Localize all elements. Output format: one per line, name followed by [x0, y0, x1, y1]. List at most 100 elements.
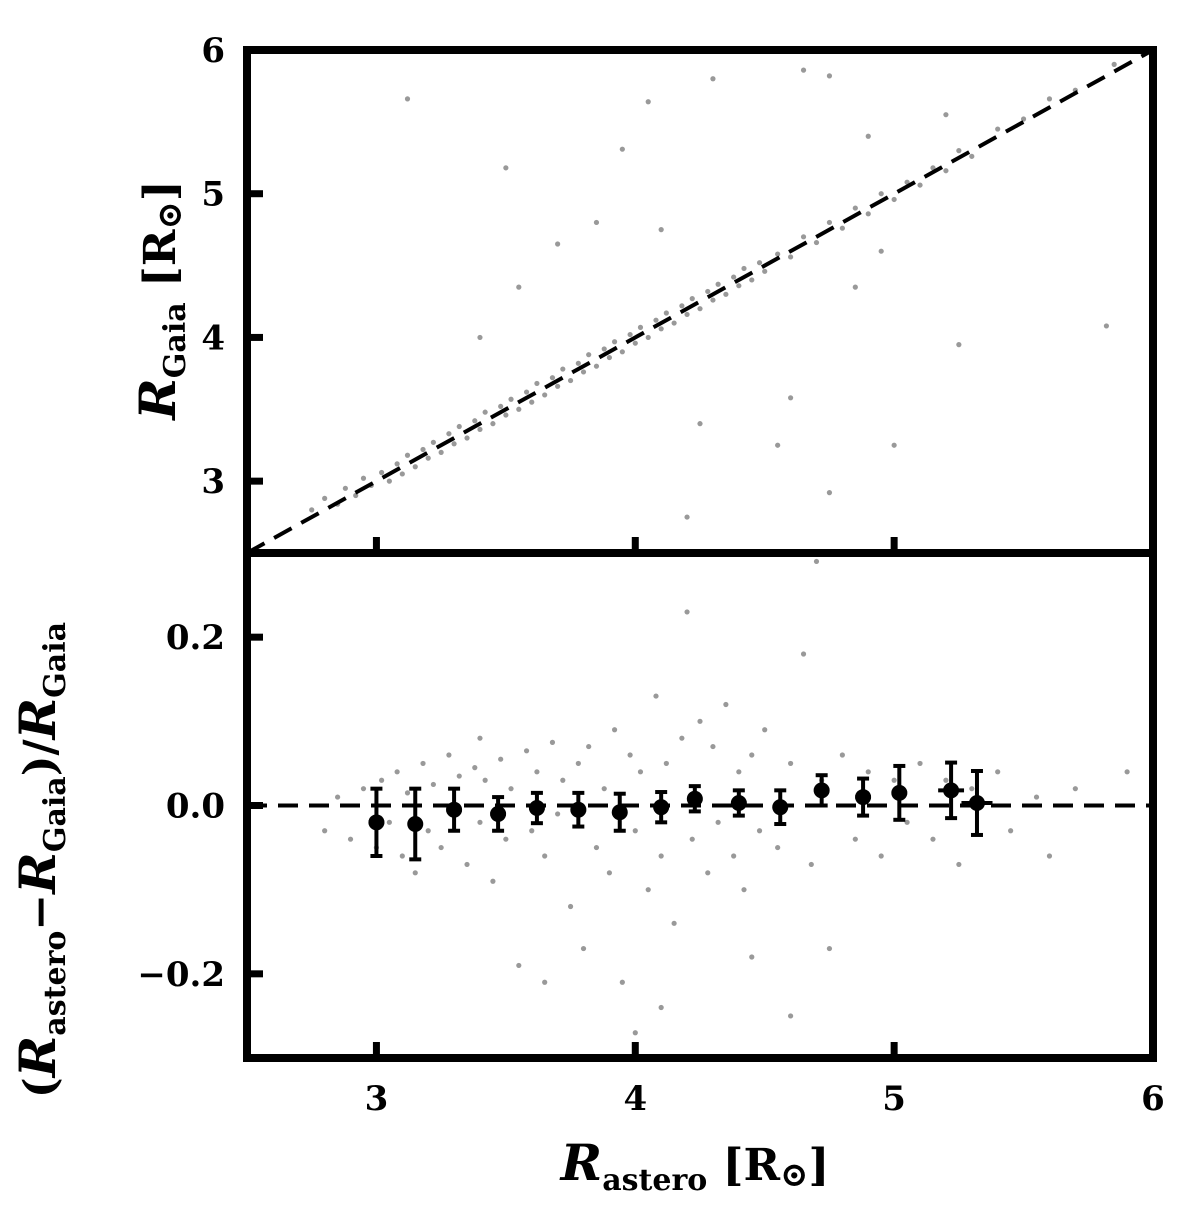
binned-marker — [611, 804, 628, 821]
top-point-53 — [679, 303, 685, 309]
bottom-point-82 — [969, 786, 975, 792]
bottom-point-73 — [852, 836, 858, 842]
bottom-point-41 — [611, 727, 618, 733]
top-point-44 — [619, 349, 625, 355]
bottom-point-39 — [601, 786, 607, 792]
top-point-24 — [490, 421, 496, 427]
top-point-111 — [943, 112, 949, 118]
bottom-point-49 — [663, 760, 669, 767]
binned-marker — [490, 805, 507, 822]
top-point-37 — [575, 360, 581, 366]
top-point-52 — [671, 320, 677, 326]
top-point-1 — [322, 495, 328, 501]
top-point-96 — [865, 133, 871, 139]
bottom-point-37 — [586, 743, 592, 750]
binned-marker — [653, 799, 670, 816]
bottom-point-54 — [697, 718, 703, 724]
top-point-91 — [619, 146, 625, 152]
bottom-point-52 — [684, 609, 690, 615]
bottom-point-58 — [723, 701, 729, 708]
top-point-94 — [800, 67, 807, 73]
top-point-108 — [775, 442, 781, 448]
top-point-88 — [404, 96, 411, 102]
top-reference-line — [247, 50, 1153, 553]
top-point-26 — [503, 412, 509, 418]
xlabel: Rastero [R⊙] — [559, 1133, 830, 1198]
top-point-42 — [606, 354, 613, 361]
top-point-4 — [353, 492, 359, 499]
top-point-23 — [482, 409, 488, 415]
bottom-point-2 — [347, 836, 354, 842]
top-point-49 — [653, 317, 659, 323]
bottom-point-11 — [420, 760, 426, 767]
top-point-25 — [498, 403, 504, 410]
top-point-48 — [645, 334, 651, 341]
binned-marker — [570, 801, 587, 818]
bottom-point-67 — [800, 651, 807, 657]
bottom-point-14 — [438, 844, 444, 851]
bottom-point-28 — [529, 828, 535, 834]
bottom-point-6 — [386, 819, 392, 825]
top-point-46 — [632, 340, 638, 346]
binned-point-6 — [611, 791, 628, 833]
binned-marker — [446, 801, 463, 818]
bottom-point-79 — [930, 836, 936, 842]
binned-marker — [686, 790, 703, 807]
top-point-29 — [523, 389, 530, 395]
top-point-13 — [420, 446, 426, 453]
top-point-83 — [995, 126, 1001, 132]
binned-point-13 — [891, 763, 908, 822]
binned-marker — [528, 800, 545, 817]
top-point-101 — [788, 395, 794, 401]
top-point-59 — [715, 281, 721, 287]
bottom-point-46 — [645, 887, 651, 893]
bottom-point-91 — [632, 1030, 638, 1036]
top-point-76 — [891, 196, 897, 203]
bottom-point-36 — [580, 945, 587, 952]
top-point-54 — [684, 311, 690, 318]
bottom-point-24 — [503, 836, 509, 842]
bottom-point-3 — [360, 786, 367, 792]
top-point-110 — [878, 248, 884, 254]
bottom-point-55 — [705, 870, 711, 876]
top-point-102 — [826, 490, 833, 496]
top-point-11 — [404, 452, 411, 458]
bottom-plot-area — [247, 553, 1153, 1036]
bottom-point-74 — [865, 769, 871, 775]
bottom-point-83 — [995, 769, 1001, 775]
binned-marker — [368, 814, 385, 831]
bottom-point-35 — [575, 760, 581, 767]
top-point-31 — [534, 380, 540, 387]
top-point-32 — [542, 392, 548, 398]
top-point-69 — [800, 234, 807, 240]
bottom-point-94 — [477, 735, 483, 741]
bottom-point-68 — [808, 861, 814, 868]
bottom-point-10 — [412, 870, 418, 876]
top-point-107 — [852, 284, 858, 290]
top-point-30 — [529, 399, 535, 405]
bottom-point-75 — [878, 853, 884, 859]
top-ylabel: RGaia [R⊙] — [128, 180, 193, 422]
top-point-16 — [438, 449, 444, 455]
binned-marker — [891, 784, 908, 801]
top-ytick-label: 4 — [201, 318, 225, 358]
top-point-38 — [580, 369, 587, 375]
bottom-point-51 — [679, 735, 685, 741]
top-point-89 — [503, 165, 509, 171]
bottom-ylabel: (Rastero−RGaia)/RGaia — [8, 622, 73, 1098]
binned-marker — [813, 782, 830, 799]
bottom-point-42 — [619, 979, 625, 985]
top-point-109 — [477, 334, 483, 341]
bottom-point-87 — [1072, 786, 1078, 792]
bottom-point-8 — [399, 853, 405, 859]
binned-point-0 — [368, 786, 385, 858]
top-point-93 — [710, 76, 716, 82]
binned-point-7 — [653, 790, 670, 825]
top-point-35 — [560, 366, 566, 372]
top-point-14 — [425, 455, 431, 461]
bottom-point-57 — [715, 819, 721, 825]
top-point-62 — [736, 283, 742, 289]
top-point-20 — [464, 435, 470, 441]
bottom-point-80 — [943, 777, 949, 783]
